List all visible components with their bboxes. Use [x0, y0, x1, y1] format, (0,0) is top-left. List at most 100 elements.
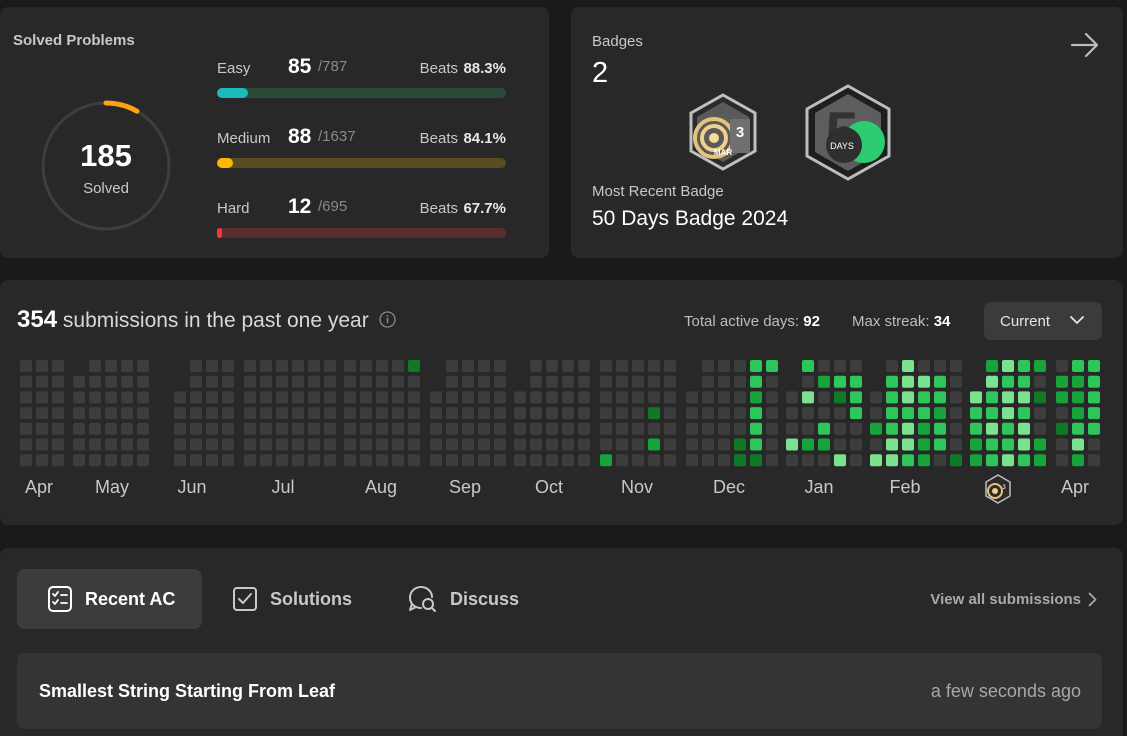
heatmap-cell[interactable]: [446, 407, 458, 420]
heatmap-cell[interactable]: [578, 407, 590, 420]
heatmap-cell[interactable]: [734, 454, 746, 467]
heatmap-cell[interactable]: [360, 407, 372, 420]
heatmap-cell[interactable]: [190, 360, 202, 372]
heatmap-cell[interactable]: [430, 391, 442, 404]
info-icon[interactable]: [378, 311, 396, 328]
heatmap-cell[interactable]: [190, 391, 202, 404]
heatmap-cell[interactable]: [20, 407, 32, 420]
heatmap-cell[interactable]: [308, 438, 320, 451]
heatmap-cell[interactable]: [1088, 438, 1100, 451]
heatmap-cell[interactable]: [206, 422, 218, 435]
heatmap-cell[interactable]: [73, 391, 85, 404]
heatmap-cell[interactable]: [802, 391, 814, 404]
heatmap-cell[interactable]: [324, 375, 336, 388]
heatmap-cell[interactable]: [446, 360, 458, 372]
heatmap-cell[interactable]: [52, 375, 64, 388]
heatmap-cell[interactable]: [546, 438, 558, 451]
heatmap-cell[interactable]: [376, 391, 388, 404]
heatmap-cell[interactable]: [834, 391, 846, 404]
heatmap-cell[interactable]: [616, 391, 628, 404]
heatmap-cell[interactable]: [600, 454, 612, 467]
heatmap-cell[interactable]: [190, 375, 202, 388]
heatmap-cell[interactable]: [105, 375, 117, 388]
heatmap-cell[interactable]: [718, 438, 730, 451]
heatmap-cell[interactable]: [530, 422, 542, 435]
heatmap-cell[interactable]: [392, 438, 404, 451]
heatmap-cell[interactable]: [73, 454, 85, 467]
heatmap-cell[interactable]: [786, 391, 798, 404]
heatmap-cell[interactable]: [664, 422, 676, 435]
heatmap-cell[interactable]: [1018, 391, 1030, 404]
heatmap-cell[interactable]: [850, 438, 862, 451]
heatmap-cell[interactable]: [802, 407, 814, 420]
heatmap-cell[interactable]: [344, 407, 356, 420]
heatmap-cell[interactable]: [686, 454, 698, 467]
heatmap-cell[interactable]: [578, 391, 590, 404]
heatmap-cell[interactable]: [750, 375, 762, 388]
tab-solutions[interactable]: Solutions: [232, 569, 352, 629]
heatmap-cell[interactable]: [818, 407, 830, 420]
heatmap-cell[interactable]: [1056, 375, 1068, 388]
heatmap-cell[interactable]: [818, 454, 830, 467]
heatmap-cell[interactable]: [276, 375, 288, 388]
heatmap-cell[interactable]: [934, 438, 946, 451]
heatmap-cell[interactable]: [600, 375, 612, 388]
heatmap-cell[interactable]: [376, 375, 388, 388]
heatmap-cell[interactable]: [578, 454, 590, 467]
heatmap-cell[interactable]: [52, 391, 64, 404]
heatmap-cell[interactable]: [1088, 391, 1100, 404]
heatmap-cell[interactable]: [664, 407, 676, 420]
heatmap-cell[interactable]: [530, 438, 542, 451]
heatmap-cell[interactable]: [174, 391, 186, 404]
heatmap-cell[interactable]: [137, 422, 149, 435]
heatmap-cell[interactable]: [408, 454, 420, 467]
heatmap-cell[interactable]: [718, 422, 730, 435]
heatmap-cell[interactable]: [121, 360, 133, 372]
heatmap-cell[interactable]: [292, 391, 304, 404]
heatmap-cell[interactable]: [530, 391, 542, 404]
heatmap-cell[interactable]: [1088, 454, 1100, 467]
heatmap-cell[interactable]: [686, 438, 698, 451]
heatmap-cell[interactable]: [970, 438, 982, 451]
heatmap-cell[interactable]: [546, 360, 558, 372]
heatmap-cell[interactable]: [408, 407, 420, 420]
heatmap-cell[interactable]: [360, 422, 372, 435]
heatmap-cell[interactable]: [478, 360, 490, 372]
heatmap-cell[interactable]: [73, 375, 85, 388]
heatmap-cell[interactable]: [734, 375, 746, 388]
heatmap-cell[interactable]: [686, 407, 698, 420]
heatmap-cell[interactable]: [918, 438, 930, 451]
heatmap-cell[interactable]: [1072, 407, 1084, 420]
heatmap-cell[interactable]: [244, 407, 256, 420]
heatmap-cell[interactable]: [514, 407, 526, 420]
heatmap-cell[interactable]: [818, 360, 830, 372]
heatmap-cell[interactable]: [222, 360, 234, 372]
tab-discuss[interactable]: Discuss: [408, 569, 519, 629]
heatmap-cell[interactable]: [1002, 360, 1014, 372]
heatmap-cell[interactable]: [902, 454, 914, 467]
heatmap-cell[interactable]: [686, 422, 698, 435]
heatmap-cell[interactable]: [308, 360, 320, 372]
heatmap-cell[interactable]: [260, 438, 272, 451]
heatmap-cell[interactable]: [276, 438, 288, 451]
heatmap-cell[interactable]: [802, 454, 814, 467]
heatmap-cell[interactable]: [292, 375, 304, 388]
heatmap-cell[interactable]: [244, 454, 256, 467]
heatmap-cell[interactable]: [918, 360, 930, 372]
heatmap-cell[interactable]: [530, 360, 542, 372]
heatmap-cell[interactable]: [244, 360, 256, 372]
heatmap-cell[interactable]: [1018, 407, 1030, 420]
heatmap-cell[interactable]: [766, 454, 778, 467]
heatmap-cell[interactable]: [750, 438, 762, 451]
heatmap-cell[interactable]: [616, 454, 628, 467]
heatmap-cell[interactable]: [546, 422, 558, 435]
heatmap-cell[interactable]: [105, 407, 117, 420]
heatmap-cell[interactable]: [89, 375, 101, 388]
heatmap-cell[interactable]: [648, 391, 660, 404]
heatmap-cell[interactable]: [392, 454, 404, 467]
heatmap-cell[interactable]: [137, 391, 149, 404]
heatmap-cell[interactable]: [578, 438, 590, 451]
heatmap-cell[interactable]: [1018, 375, 1030, 388]
heatmap-cell[interactable]: [73, 407, 85, 420]
heatmap-cell[interactable]: [1056, 391, 1068, 404]
